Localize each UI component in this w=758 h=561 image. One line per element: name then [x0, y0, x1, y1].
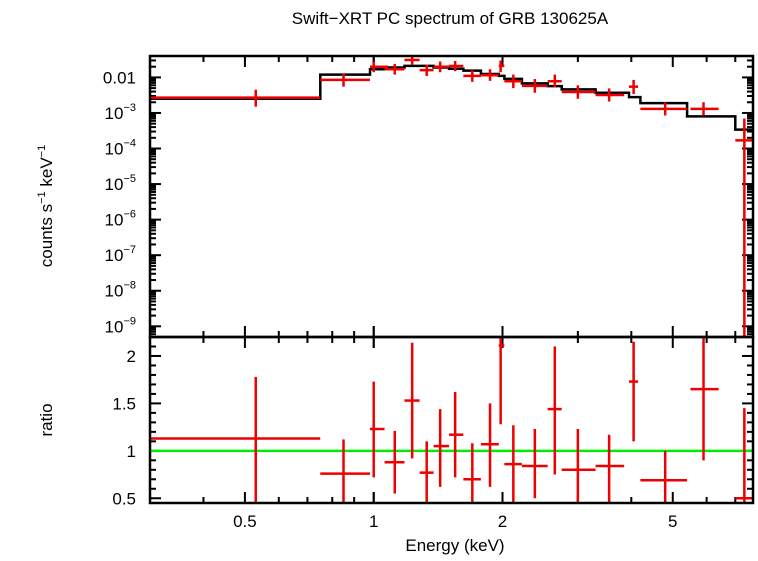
ratio-data-point — [419, 441, 434, 503]
ratio-data-point — [404, 342, 420, 459]
x-tick-label: 0.5 — [233, 512, 257, 531]
spectrum-panel: 0.01 10−3 10−4 10−5 10−6 10−7 10−8 10−9 — [103, 54, 755, 339]
ratio-data-point — [504, 425, 522, 503]
y-tick-exponent: −6 — [123, 209, 136, 221]
y-tick-exponent: −7 — [123, 244, 136, 256]
ratio-panel: 0.5 1 1.5 2 0.5 1 2 5 — [112, 335, 755, 531]
ratio-data-point — [320, 439, 370, 503]
y-tick-label: 10−4 — [105, 138, 136, 159]
ratio-data-point — [735, 408, 753, 503]
spectrum-data-point — [320, 73, 370, 87]
ratio-data-point — [463, 443, 481, 503]
ratio-data-point — [595, 434, 625, 503]
y-tick-label: 10−7 — [105, 244, 136, 265]
chart-title: Swift−XRT PC spectrum of GRB 130625A — [292, 9, 609, 28]
y-tick-label: 10−9 — [105, 315, 136, 336]
ratio-data-point — [480, 403, 499, 487]
y-tick-label: 10−6 — [105, 209, 136, 230]
y-tick-exponent: −9 — [123, 315, 136, 327]
ratio-data-point — [521, 429, 548, 499]
spectrum-data-point — [547, 74, 562, 88]
x-axis-label: Energy (keV) — [405, 536, 504, 555]
y-tick-label: 1.5 — [112, 394, 136, 413]
spectrum-y-axis-label: counts s−1 keV−1 — [36, 145, 56, 267]
spectrum-data-point — [504, 74, 522, 89]
ratio-data-point — [449, 392, 464, 478]
ratio-data-point — [498, 337, 505, 425]
y-tick-label: 10−3 — [105, 102, 136, 123]
ratio-data-point — [547, 346, 562, 475]
spectrum-data-point — [404, 56, 420, 65]
spectrum-data-point — [640, 102, 688, 116]
y-label-exponent: −1 — [36, 191, 48, 204]
y-tick-exponent: −3 — [123, 102, 136, 114]
spectrum-data-point — [150, 89, 321, 107]
y-tick-exponent: −5 — [123, 173, 136, 185]
ratio-y-axis-label: ratio — [37, 403, 56, 436]
x-tick-label: 1 — [369, 512, 378, 531]
spectrum-data-point — [433, 61, 450, 73]
y-tick-label: 0.5 — [112, 489, 136, 508]
spectrum-data-point — [449, 60, 464, 72]
spectrum-data-point — [384, 63, 405, 75]
ratio-data-point — [628, 341, 639, 442]
y-tick-label: 10−8 — [105, 280, 136, 301]
spectrum-data-point — [498, 60, 505, 73]
y-label-exponent: −1 — [36, 145, 48, 158]
ratio-data-point — [690, 337, 719, 461]
spectrum-data-point — [628, 79, 639, 95]
spectrum-data-point — [463, 70, 481, 82]
y-tick-label: 10−5 — [105, 173, 136, 194]
spectrum-data-point — [419, 64, 434, 76]
ratio-data-point — [369, 381, 385, 478]
ratio-data-point — [640, 450, 688, 503]
y-tick-label: 1 — [127, 442, 136, 461]
ratio-data-point — [150, 376, 321, 503]
spectrum-data-point — [480, 69, 499, 81]
y-tick-label: 0.01 — [103, 68, 136, 87]
spectrum-data-point — [561, 85, 596, 99]
spectrum-data-point — [369, 61, 389, 73]
ratio-data-point — [561, 429, 596, 503]
ratio-data-point — [384, 430, 405, 494]
y-tick-exponent: −8 — [123, 280, 136, 292]
y-tick-label: 2 — [127, 347, 136, 366]
model-step-line — [150, 64, 753, 131]
y-label-unit: keV — [37, 157, 56, 192]
spectrum-data-point — [595, 88, 625, 102]
spectrum-data-point — [690, 102, 719, 116]
ratio-data-point — [433, 409, 450, 487]
spectrum-data-point — [735, 118, 753, 337]
spectrum-data-point — [521, 79, 548, 93]
y-tick-exponent: −4 — [123, 138, 136, 150]
ratio-frame — [148, 335, 755, 505]
x-tick-label: 5 — [668, 512, 677, 531]
x-tick-label: 2 — [498, 512, 507, 531]
